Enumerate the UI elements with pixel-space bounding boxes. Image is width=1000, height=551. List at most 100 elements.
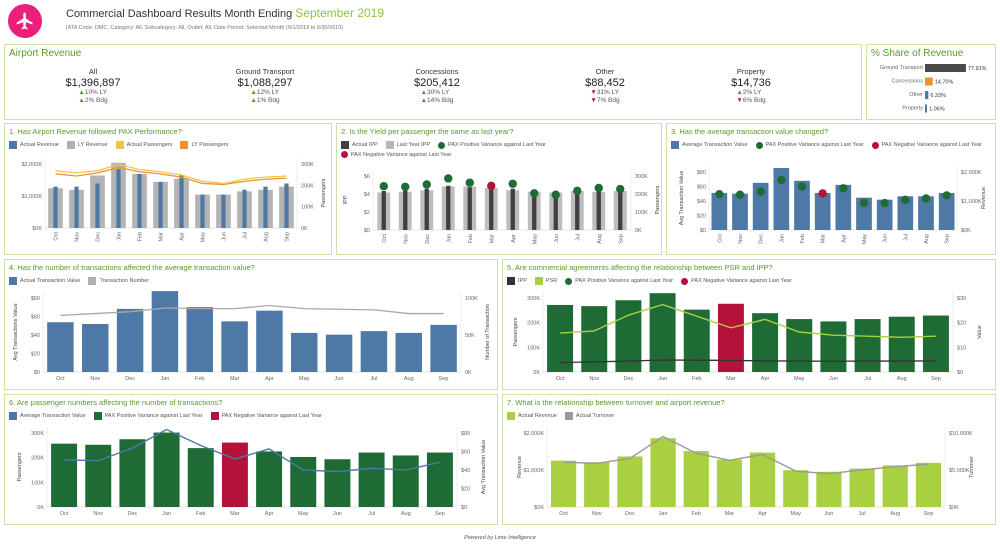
kpi-changes: ▼31% LY ▼7% Bdg bbox=[590, 89, 619, 106]
x-tick-label: Jan bbox=[160, 376, 169, 382]
y2-tick-label: $10,000K bbox=[949, 431, 973, 437]
avg-transaction-bar bbox=[773, 168, 790, 230]
passengers-bar bbox=[358, 452, 385, 507]
x-tick-label: Feb bbox=[468, 234, 474, 243]
x-tick-label: Aug bbox=[597, 234, 603, 244]
avg-transaction-bar bbox=[794, 180, 810, 230]
pax-variance-marker bbox=[715, 189, 724, 199]
share-panel: % Share of Revenue Ground Transport 77.91… bbox=[866, 44, 996, 120]
y2-axis-title: Revenue bbox=[981, 187, 987, 209]
actual-revenue-bar bbox=[200, 194, 205, 228]
y-tick-label: $40 bbox=[697, 199, 706, 205]
x-tick-label: Apr bbox=[265, 376, 274, 382]
legend-item: Actual Passengers bbox=[115, 141, 173, 149]
legend-label: Transaction Number bbox=[99, 278, 150, 284]
y2-axis-title: Passengers bbox=[321, 178, 327, 207]
q2-chart: Oct Nov Dec Jan Feb Mar Apr May Jun Jul Aug Sep $6 $4… bbox=[343, 170, 661, 244]
x-tick-label: May bbox=[794, 376, 805, 382]
legend-item: LY Passengers bbox=[180, 141, 228, 149]
kpi-changes: ▲2% LY ▼6% Bdg bbox=[736, 89, 765, 106]
legend-swatch bbox=[66, 141, 75, 149]
trend-up-icon: ▲ bbox=[78, 97, 85, 105]
q5-legend: IPP PSR PAX Positive Variance against Last… bbox=[507, 277, 792, 285]
kpi-card: Concessions $205,412 ▲30% LY ▲14% Bdg bbox=[377, 67, 497, 107]
actual-transaction-bar bbox=[151, 291, 179, 372]
q4-legend: Actual Transaction Value Transaction Numb… bbox=[9, 277, 149, 285]
x-tick-label: Sep bbox=[285, 232, 291, 242]
actual-ipp-bar bbox=[575, 189, 580, 230]
y2-tick-label: 100K bbox=[635, 210, 648, 216]
ipp-line bbox=[560, 359, 936, 364]
passengers-bar bbox=[683, 309, 710, 372]
kpi-ly-change: ▲2% LY bbox=[736, 89, 762, 96]
share-label: Other bbox=[909, 92, 923, 98]
kpi-changes: ▲10% LY ▲2% Bdg bbox=[78, 89, 107, 106]
actual-revenue-bar bbox=[116, 169, 121, 228]
x-tick-label: Mar bbox=[230, 511, 240, 517]
y-tick-label: $80 bbox=[697, 170, 706, 176]
legend-label: Actual Passengers bbox=[126, 142, 173, 148]
legend-label: Average Transaction Value bbox=[682, 142, 748, 148]
y2-tick-label: 300K bbox=[635, 174, 648, 180]
y2-tick-label: 200K bbox=[635, 192, 648, 198]
actual-revenue-bar bbox=[263, 186, 268, 228]
legend-item: PAX Positive Variance against Last Year bbox=[93, 412, 203, 420]
y2-tick-label: $40 bbox=[461, 468, 470, 474]
pax-variance-marker bbox=[797, 182, 807, 191]
kpi-value: $205,412 bbox=[414, 77, 460, 89]
actual-transaction-bar bbox=[116, 308, 144, 372]
month-label: September 2019 bbox=[295, 6, 385, 20]
pax-variance-marker bbox=[401, 182, 410, 191]
kpi-budget-change: ▲14% Bdg bbox=[420, 97, 454, 105]
kpi-value: $1,396,897 bbox=[65, 77, 121, 89]
actual-revenue-bar bbox=[137, 173, 142, 228]
x-tick-label: Oct bbox=[60, 511, 69, 517]
actual-revenue-bar bbox=[749, 452, 776, 507]
actual-revenue-bar bbox=[882, 465, 908, 507]
kpi-label: Property bbox=[736, 67, 766, 76]
avg-transaction-bar bbox=[835, 184, 852, 230]
legend-label: PAX Negative Variance against Last Year bbox=[881, 142, 982, 148]
x-tick-label: Jan bbox=[659, 511, 668, 517]
x-tick-label: Mar bbox=[725, 511, 735, 517]
actual-transaction-bar bbox=[360, 331, 388, 372]
avg-transaction-bar bbox=[711, 192, 728, 230]
pax-variance-marker bbox=[573, 186, 582, 196]
legend-item: Actual Revenue bbox=[9, 141, 59, 149]
pax-variance-marker bbox=[777, 175, 786, 185]
x-tick-label: Feb bbox=[692, 511, 701, 517]
q3-chart: Oct Nov Dec Jan Feb Mar Apr May Jun Jul Aug Sep $80 $… bbox=[679, 166, 987, 244]
legend-label: PSR bbox=[545, 278, 558, 284]
trend-down-icon: ▼ bbox=[590, 89, 597, 96]
legend-item: PSR bbox=[534, 277, 558, 285]
pax-variance-marker bbox=[444, 174, 453, 183]
avg-transaction-bar bbox=[918, 196, 934, 230]
actual-revenue-bar bbox=[716, 459, 743, 507]
legend-swatch bbox=[755, 141, 763, 149]
legend-swatch bbox=[9, 412, 17, 420]
legend-label: PAX Positive Variance against Last Year bbox=[765, 142, 864, 148]
y-tick-label: $0K bbox=[534, 505, 544, 511]
x-tick-label: May bbox=[299, 376, 310, 382]
y-tick-label: $80 bbox=[31, 296, 40, 302]
q4-title: 4. Has the number of transactions affect… bbox=[9, 263, 255, 272]
passengers-bar bbox=[854, 319, 881, 372]
y-tick-label: $2,000K bbox=[22, 162, 43, 168]
kpi-label: Other bbox=[595, 67, 615, 76]
x-tick-label: Dec bbox=[759, 234, 765, 244]
y2-tick-label: 100K bbox=[301, 205, 314, 211]
actual-revenue-bar bbox=[284, 183, 289, 228]
actual-ipp-bar bbox=[553, 191, 558, 230]
pax-variance-marker bbox=[551, 190, 560, 199]
x-tick-label: Jun bbox=[883, 234, 889, 243]
legend-swatch bbox=[210, 412, 219, 420]
x-tick-label: Apr bbox=[761, 376, 770, 382]
x-tick-label: May bbox=[791, 511, 802, 517]
y2-tick-label: 100K bbox=[465, 296, 478, 302]
q6-title: 6. Are passenger numbers affecting the n… bbox=[9, 398, 223, 407]
actual-transaction-bar bbox=[430, 324, 457, 372]
avg-transaction-bar bbox=[856, 197, 872, 230]
trend-up-icon: ▲ bbox=[250, 89, 257, 96]
x-tick-label: Sep bbox=[439, 376, 449, 382]
y-tick-label: $20 bbox=[31, 352, 40, 358]
